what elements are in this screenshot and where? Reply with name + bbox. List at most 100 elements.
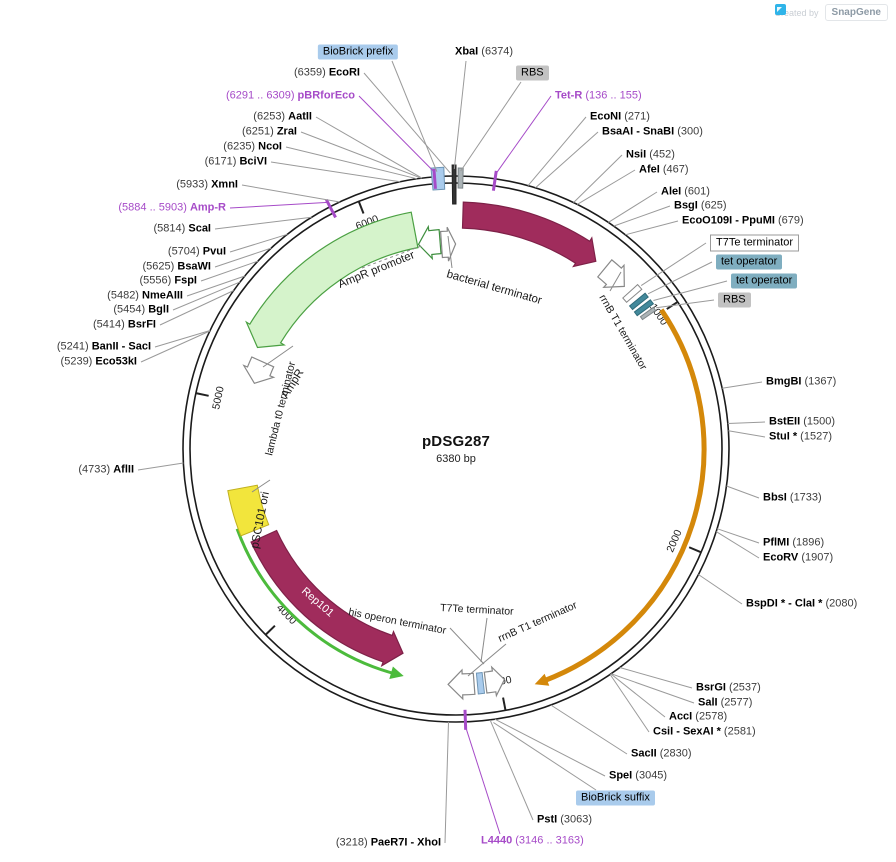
feature-tet-operator[interactable] bbox=[628, 292, 649, 311]
feature-label-bacterial-terminator[interactable]: bacterial terminator bbox=[445, 268, 543, 307]
callout-line-acci bbox=[610, 673, 666, 718]
scale-tick bbox=[688, 546, 702, 554]
callout-line-stui bbox=[728, 430, 766, 438]
callout-line-bspdi-clai bbox=[698, 574, 743, 605]
callout-line-aflii bbox=[137, 462, 184, 471]
feature-label-leader bbox=[447, 235, 453, 269]
callout-line-econi bbox=[527, 116, 587, 187]
callout-line-bsgi bbox=[613, 205, 671, 227]
callout-line-bsrfi bbox=[159, 290, 234, 326]
feature-ampr-promoter[interactable] bbox=[417, 224, 442, 261]
callout-line-afei bbox=[576, 169, 636, 205]
feature-label-tetr[interactable]: TetR bbox=[508, 242, 534, 263]
callout-line-sacii bbox=[550, 704, 628, 755]
feature-label-rrnb-t1-terminator[interactable]: rrnB T1 terminator bbox=[596, 293, 649, 373]
callout-line-ecori bbox=[363, 72, 451, 174]
callout-line-paer7i-xhoi bbox=[444, 721, 449, 844]
callout-line-aatii bbox=[315, 116, 423, 179]
callout-line-biobrick-prefix bbox=[391, 60, 438, 172]
feature-label-leader bbox=[449, 627, 485, 665]
feature-top-marker[interactable] bbox=[451, 164, 457, 205]
callout-line-l4440 bbox=[465, 726, 501, 835]
feature-rbs[interactable] bbox=[457, 167, 464, 189]
feature-amp-r-site-tick[interactable] bbox=[325, 199, 337, 219]
snapgene-brand: SnapGene bbox=[831, 7, 881, 18]
created-by-text: Created by bbox=[774, 7, 819, 18]
feature-lambda-t0-terminator[interactable] bbox=[242, 356, 276, 385]
snapgene-logo-icon bbox=[774, 4, 786, 15]
callout-line-xbai bbox=[453, 60, 467, 170]
feature-label-leader bbox=[251, 479, 271, 493]
scale-tick bbox=[502, 697, 507, 711]
callout-line-amp-r bbox=[229, 201, 328, 209]
callout-line-eco53ki bbox=[140, 330, 211, 363]
callout-line-xmni bbox=[241, 184, 340, 203]
callout-line-ecoo109i-ppumi bbox=[625, 220, 679, 236]
callout-line-psti bbox=[489, 719, 534, 821]
callout-line-t7te-terminator bbox=[640, 242, 707, 287]
callout-line-scai bbox=[214, 216, 312, 230]
callout-line-pbrforeco bbox=[358, 95, 435, 173]
callout-line-ecorv bbox=[715, 531, 760, 559]
callout-line-bmgbi bbox=[722, 381, 763, 389]
callout-line-biobrick-suffix bbox=[493, 722, 597, 791]
feature-psc101-ori[interactable] bbox=[227, 484, 270, 537]
feature-main-cds-arc[interactable] bbox=[542, 308, 707, 684]
scale-tick bbox=[195, 392, 209, 397]
callout-line-ncoi bbox=[285, 146, 418, 180]
callout-line-alei bbox=[608, 191, 658, 223]
callout-line-rbs bbox=[656, 299, 715, 309]
callout-line-banii-saci bbox=[154, 330, 211, 348]
plasmid-name: pDSG287 bbox=[421, 433, 491, 450]
callout-line-bbsi bbox=[726, 485, 760, 499]
callout-line-nsii bbox=[573, 154, 623, 203]
scale-tick-label: 5000 bbox=[210, 385, 227, 411]
feature-main-cds-arc-arrowhead bbox=[534, 673, 550, 686]
feature-pbrforeco-site-tick[interactable] bbox=[432, 168, 437, 189]
watermark: Created by SnapGene bbox=[774, 4, 888, 21]
callout-line-nmeaiii bbox=[186, 275, 245, 297]
feature-l4440-site-tick[interactable] bbox=[463, 709, 468, 730]
feature-his-operon-terminator[interactable] bbox=[483, 665, 506, 698]
callout-line-bsrgi bbox=[619, 667, 693, 689]
feature-rbs[interactable] bbox=[639, 306, 657, 321]
feature-rep-green-arc-arrowhead bbox=[389, 666, 404, 679]
feature-rrnb-t1-terminator[interactable] bbox=[447, 668, 476, 701]
plasmid-title-block: pDSG287 6380 bp bbox=[422, 433, 490, 465]
feature-t7te-terminator[interactable] bbox=[475, 671, 486, 695]
callout-line-zrai bbox=[300, 131, 422, 179]
feature-tet-operator[interactable] bbox=[633, 299, 655, 317]
feature-tet-r-site-tick[interactable] bbox=[491, 170, 498, 191]
callout-line-bsawi bbox=[214, 247, 272, 268]
callout-line-sali bbox=[610, 673, 695, 704]
feature-label-leader bbox=[609, 271, 622, 292]
plasmid-size: 6380 bp bbox=[436, 453, 476, 465]
feature-label-leader bbox=[262, 345, 294, 368]
callout-line-bgli bbox=[172, 281, 241, 311]
callout-line-tet-operator bbox=[647, 261, 713, 295]
callout-line-pflmi bbox=[716, 528, 760, 544]
callout-line-tet-operator bbox=[653, 280, 728, 301]
feature-ampr[interactable] bbox=[245, 211, 419, 349]
feature-bacterial-terminator[interactable] bbox=[439, 226, 457, 262]
feature-tetr[interactable] bbox=[461, 201, 597, 268]
callout-line-tet-r bbox=[495, 95, 552, 175]
callout-line-bsaai-snabi bbox=[535, 131, 599, 189]
callout-line-fspi bbox=[200, 260, 259, 282]
callout-line-rbs bbox=[460, 81, 522, 172]
callout-line-spei bbox=[494, 718, 606, 777]
scale-tick bbox=[357, 201, 365, 214]
feature-rrnb-t1-terminator[interactable] bbox=[596, 259, 625, 288]
feature-t7te-terminator[interactable] bbox=[622, 283, 643, 304]
feature-label-leader bbox=[361, 244, 425, 269]
feature-label-t7te-terminator[interactable]: T7Te terminator bbox=[440, 602, 515, 618]
callout-line-csii-sexai bbox=[609, 674, 650, 733]
feature-rep101[interactable] bbox=[250, 529, 404, 668]
callout-line-pvui bbox=[229, 233, 288, 253]
feature-label-leader bbox=[467, 643, 507, 677]
feature-rep-green-arc[interactable] bbox=[235, 528, 396, 676]
feature-label-leader bbox=[480, 617, 488, 663]
snapgene-badge[interactable]: SnapGene bbox=[774, 4, 888, 21]
